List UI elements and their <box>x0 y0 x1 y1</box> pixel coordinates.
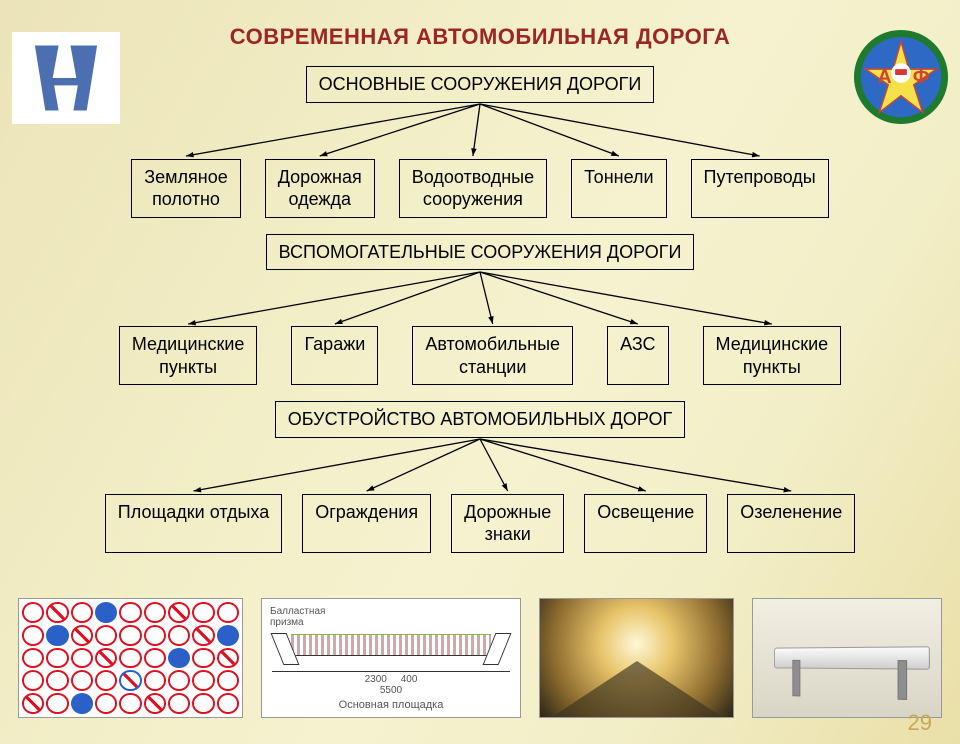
aux-child-0: Медицинскиепункты <box>119 326 258 385</box>
road-sign-icon <box>46 693 68 714</box>
road-sign-icon <box>192 625 214 646</box>
road-sign-icon <box>46 670 68 691</box>
main-parent-box: ОСНОВНЫЕ СООРУЖЕНИЯ ДОРОГИ <box>306 66 655 103</box>
road-sign-icon <box>168 670 190 691</box>
main-child-2: Водоотводныесооружения <box>399 159 547 218</box>
road-sign-icon <box>144 693 166 714</box>
road-sign-icon <box>168 625 190 646</box>
main-child-0: Земляноеполотно <box>131 159 240 218</box>
setup-child-3: Освещение <box>584 494 707 553</box>
road-sign-icon <box>71 625 93 646</box>
road-sign-icon <box>144 648 166 669</box>
road-sign-icon <box>22 693 44 714</box>
guardrail-photo <box>752 598 942 718</box>
aux-child-4: Медицинскиепункты <box>703 326 842 385</box>
road-sign-icon <box>168 602 190 623</box>
road-sign-icon <box>119 670 141 691</box>
road-sign-icon <box>192 693 214 714</box>
ballast-dim-bottom: 5500 <box>380 685 402 696</box>
section-auxiliary: ВСПОМОГАТЕЛЬНЫЕ СООРУЖЕНИЯ ДОРОГИ Медици… <box>0 234 960 386</box>
road-sign-icon <box>22 670 44 691</box>
road-sign-icon <box>46 648 68 669</box>
ballast-label: Балластнаяпризма <box>270 606 325 628</box>
road-sign-icon <box>71 648 93 669</box>
ballast-dim-top-right: 400 <box>401 674 418 685</box>
page-title: СОВРЕМЕННАЯ АВТОМОБИЛЬНАЯ ДОРОГА <box>0 24 960 50</box>
road-sign-icon <box>168 648 190 669</box>
road-sign-icon <box>144 670 166 691</box>
road-sign-icon <box>95 670 117 691</box>
road-sign-icon <box>217 693 239 714</box>
setup-child-4: Озеленение <box>727 494 855 553</box>
road-sign-icon <box>22 602 44 623</box>
aux-parent-box: ВСПОМОГАТЕЛЬНЫЕ СООРУЖЕНИЯ ДОРОГИ <box>266 234 695 271</box>
bottom-image-strip: Балластнаяпризма 2300 400 5500 Основная … <box>18 598 942 718</box>
road-sign-icon <box>46 625 68 646</box>
ballast-dim-top: 2300 <box>365 674 387 685</box>
aux-child-3: АЗС <box>607 326 668 385</box>
section-setup: ОБУСТРОЙСТВО АВТОМОБИЛЬНЫХ ДОРОГ Площадк… <box>0 401 960 553</box>
page-number: 29 <box>908 710 932 736</box>
main-child-1: Дорожнаяодежда <box>265 159 375 218</box>
road-sign-icon <box>119 693 141 714</box>
setup-child-0: Площадки отдыха <box>105 494 282 553</box>
road-sign-icon <box>95 602 117 623</box>
ballast-caption: Основная площадка <box>339 699 444 711</box>
road-sign-icon <box>192 648 214 669</box>
road-sign-icon <box>95 625 117 646</box>
setup-parent-box: ОБУСТРОЙСТВО АВТОМОБИЛЬНЫХ ДОРОГ <box>275 401 685 438</box>
road-sign-icon <box>119 625 141 646</box>
road-sign-icon <box>217 602 239 623</box>
connector-main <box>0 102 960 158</box>
road-sign-icon <box>71 670 93 691</box>
road-sign-icon <box>192 602 214 623</box>
ballast-prism-diagram: Балластнаяпризма 2300 400 5500 Основная … <box>261 598 521 718</box>
section-main: ОСНОВНЫЕ СООРУЖЕНИЯ ДОРОГИ Земляноеполот… <box>0 66 960 218</box>
road-sign-icon <box>144 625 166 646</box>
main-child-4: Путепроводы <box>691 159 829 218</box>
road-sign-icon <box>22 648 44 669</box>
road-sign-icon <box>119 602 141 623</box>
road-sign-icon <box>71 693 93 714</box>
road-sign-icon <box>22 625 44 646</box>
tunnel-photo <box>539 598 734 718</box>
road-signs-grid <box>18 598 243 718</box>
road-sign-icon <box>144 602 166 623</box>
setup-child-2: Дорожныезнаки <box>451 494 564 553</box>
road-sign-icon <box>192 670 214 691</box>
road-sign-icon <box>217 648 239 669</box>
road-sign-icon <box>95 648 117 669</box>
aux-child-1: Гаражи <box>291 326 378 385</box>
connector-aux <box>0 270 960 326</box>
road-sign-icon <box>95 693 117 714</box>
setup-child-1: Ограждения <box>302 494 431 553</box>
road-sign-icon <box>119 648 141 669</box>
road-sign-icon <box>46 602 68 623</box>
main-child-3: Тоннели <box>571 159 666 218</box>
connector-setup <box>0 437 960 493</box>
road-sign-icon <box>217 670 239 691</box>
road-sign-icon <box>71 602 93 623</box>
aux-child-2: Автомобильныестанции <box>412 326 573 385</box>
road-sign-icon <box>168 693 190 714</box>
road-sign-icon <box>217 625 239 646</box>
